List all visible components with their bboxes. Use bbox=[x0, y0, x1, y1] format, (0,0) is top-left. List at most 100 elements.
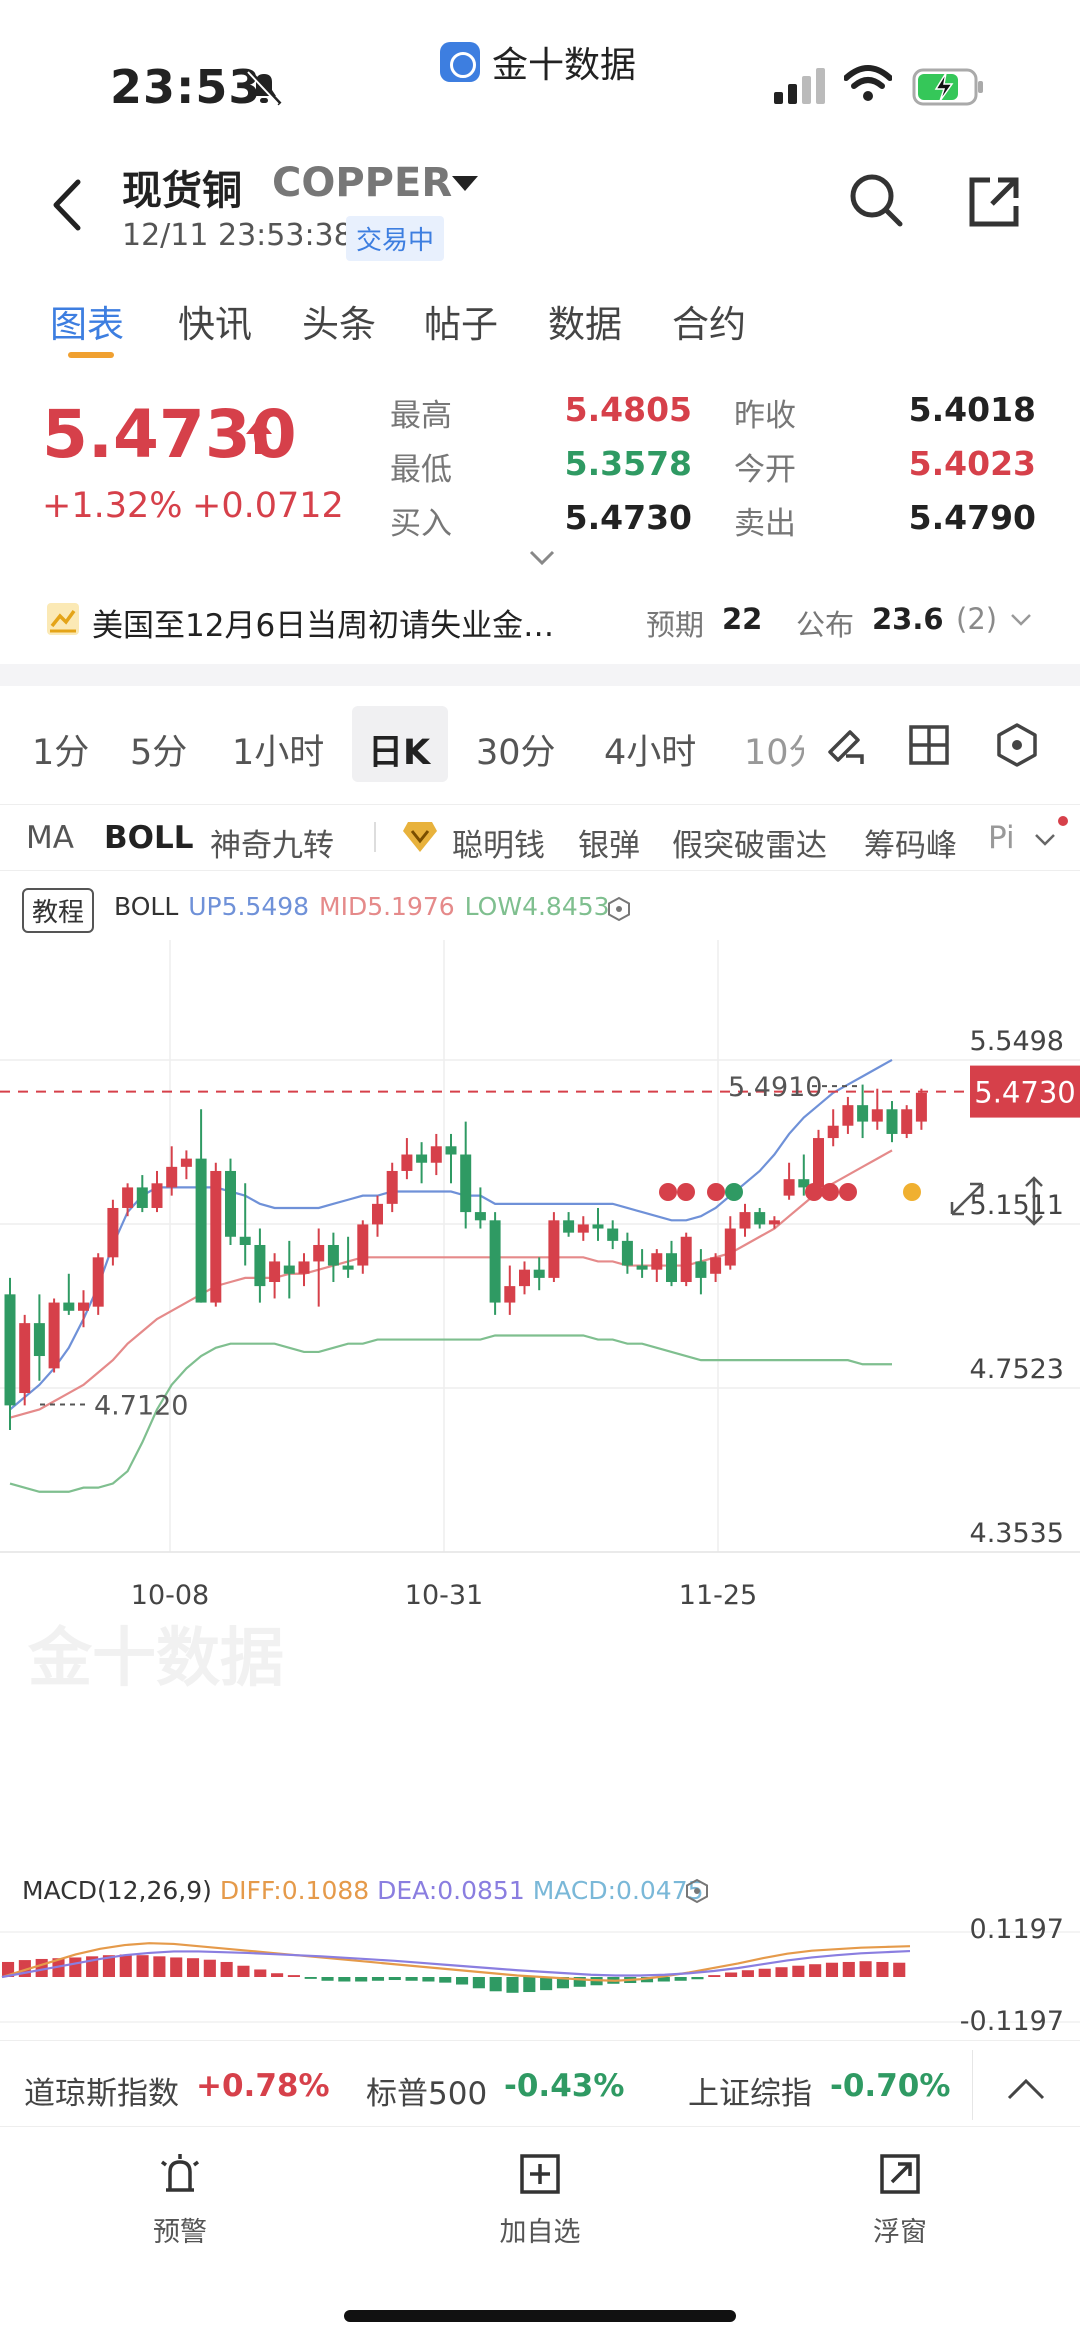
macd-settings-icon[interactable] bbox=[684, 1878, 710, 1904]
macd-histogram-bar bbox=[439, 1977, 452, 1983]
macd-histogram-bar bbox=[556, 1977, 569, 1989]
candle-body bbox=[915, 1092, 927, 1122]
candlestick-chart[interactable]: 金十数据 5.4730 5.4910 4.7120 5.5498 5.1511 4.75… bbox=[0, 940, 1080, 1800]
period-30min[interactable]: 30分 bbox=[476, 733, 556, 773]
candle bbox=[386, 1162, 398, 1213]
news-expand-chevron-icon[interactable] bbox=[1010, 612, 1032, 628]
macd-histogram-bar bbox=[371, 1977, 385, 1981]
macd-histogram-bar bbox=[842, 1961, 855, 1977]
add-watchlist-button[interactable]: 加自选 bbox=[470, 2150, 610, 2249]
macd-histogram-bar bbox=[506, 1977, 519, 1993]
current-price-tag bbox=[970, 1065, 1080, 1118]
fullscreen-icon[interactable] bbox=[950, 1182, 984, 1216]
high-label: 最高 bbox=[390, 398, 452, 434]
candle-body bbox=[327, 1244, 339, 1266]
candle bbox=[621, 1232, 633, 1274]
last-price: 5.4730 bbox=[42, 396, 297, 473]
indicator-silver-bullet[interactable]: 银弹 bbox=[578, 828, 640, 864]
macd-histogram-bar bbox=[573, 1977, 586, 1987]
tutorial-button[interactable]: 教程 bbox=[22, 888, 95, 933]
add-watchlist-label: 加自选 bbox=[499, 2217, 581, 2248]
indicator-pi[interactable]: Pi bbox=[988, 820, 1015, 856]
candle-body bbox=[901, 1109, 913, 1134]
indicator-smart-money[interactable]: 聪明钱 bbox=[452, 828, 545, 864]
macd-histogram-bar bbox=[859, 1961, 872, 1977]
index-dow-value[interactable]: +0.78% bbox=[196, 2068, 330, 2104]
watermark-logo-icon: 金十数据 bbox=[27, 1622, 284, 1696]
search-icon[interactable] bbox=[848, 172, 904, 228]
indicator-boll[interactable]: BOLL bbox=[104, 820, 194, 856]
indicator-chip-peak[interactable]: 筹码峰 bbox=[864, 828, 957, 864]
layout-grid-icon[interactable] bbox=[908, 724, 950, 766]
instrument-dropdown-caret-icon[interactable] bbox=[452, 176, 478, 191]
bid-value: 5.4730 bbox=[564, 498, 692, 537]
candle bbox=[915, 1088, 927, 1130]
trading-status-badge: 交易中 bbox=[346, 216, 445, 261]
news-published-label: 公布 bbox=[796, 608, 855, 642]
share-icon[interactable] bbox=[968, 176, 1020, 228]
candle-body bbox=[342, 1265, 354, 1270]
period-4hour[interactable]: 4小时 bbox=[604, 733, 697, 773]
indicator-ma[interactable]: MA bbox=[26, 820, 74, 856]
candle bbox=[636, 1249, 648, 1278]
x-axis-tick-label: 10-08 bbox=[131, 1580, 209, 1611]
tab-posts[interactable]: 帖子 bbox=[424, 303, 498, 346]
alert-button[interactable]: 预警 bbox=[110, 2150, 250, 2249]
settings-icon[interactable] bbox=[994, 722, 1040, 768]
float-window-button[interactable]: 浮窗 bbox=[830, 2150, 970, 2249]
macd-histogram-bar bbox=[523, 1977, 536, 1993]
index-shanghai-value[interactable]: -0.70% bbox=[830, 2068, 951, 2104]
news-headline[interactable]: 美国至12月6日当周初请失业金… bbox=[92, 608, 555, 644]
tab-flash-news[interactable]: 快讯 bbox=[178, 303, 252, 346]
candle bbox=[460, 1121, 472, 1229]
index-expand-chevron-icon[interactable] bbox=[1006, 2076, 1046, 2102]
index-sp500-value[interactable]: -0.43% bbox=[504, 2068, 625, 2104]
tab-chart[interactable]: 图表 bbox=[50, 303, 124, 346]
vertical-scale-icon[interactable] bbox=[1025, 1176, 1043, 1226]
candle bbox=[283, 1240, 295, 1299]
tab-contract[interactable]: 合约 bbox=[672, 303, 746, 346]
period-10min[interactable]: 10分 bbox=[744, 733, 804, 773]
boll-legend-mid: MID5.1976 bbox=[319, 892, 455, 921]
tab-headlines[interactable]: 头条 bbox=[302, 303, 376, 346]
boll-settings-icon[interactable] bbox=[606, 896, 632, 922]
status-app-indicator[interactable]: 金十数据 bbox=[440, 36, 636, 88]
period-5min[interactable]: 5分 bbox=[130, 733, 188, 773]
instrument-code[interactable]: COPPER bbox=[272, 160, 453, 206]
period-1min[interactable]: 1分 bbox=[32, 733, 90, 773]
period-daily[interactable]: 日K bbox=[368, 733, 431, 773]
indicator-more-chevron-icon[interactable] bbox=[1034, 832, 1056, 848]
candle bbox=[666, 1240, 677, 1287]
news-expected-label: 预期 bbox=[646, 608, 705, 642]
expand-quote-chevron-icon[interactable] bbox=[528, 548, 556, 568]
battery-icon bbox=[912, 68, 983, 106]
index-shanghai-name[interactable]: 上证综指 bbox=[688, 2076, 812, 2112]
tab-data[interactable]: 数据 bbox=[548, 303, 622, 346]
macd-histogram-bar bbox=[119, 1954, 132, 1977]
candle-body bbox=[739, 1212, 751, 1229]
macd-histogram-bar bbox=[388, 1977, 401, 1981]
macd-histogram-bar bbox=[220, 1961, 233, 1977]
candle bbox=[269, 1253, 281, 1299]
indicator-false-breakout[interactable]: 假突破雷达 bbox=[672, 828, 827, 864]
candle bbox=[239, 1183, 251, 1266]
silent-bell-icon bbox=[247, 70, 282, 106]
candle bbox=[871, 1088, 883, 1130]
macd-histogram-bar bbox=[304, 1977, 317, 1979]
macd-chart[interactable]: 0.1197 -0.1197 bbox=[0, 1910, 1080, 2034]
indicator-td9[interactable]: 神奇九转 bbox=[210, 828, 334, 864]
index-sp500-name[interactable]: 标普500 bbox=[366, 2076, 488, 2112]
candle bbox=[210, 1162, 222, 1307]
news-published-value: 23.6 bbox=[872, 602, 944, 636]
back-arrow-icon[interactable] bbox=[46, 178, 90, 232]
candle bbox=[180, 1150, 192, 1180]
quote-datetime: 12/11 23:53:38 bbox=[122, 218, 353, 253]
candle-body bbox=[180, 1158, 192, 1167]
period-1hour[interactable]: 1小时 bbox=[232, 733, 325, 773]
candle bbox=[166, 1146, 178, 1196]
drawing-tool-icon[interactable] bbox=[822, 722, 868, 768]
divider bbox=[0, 870, 1080, 871]
candle-body bbox=[78, 1302, 89, 1311]
index-dow-name[interactable]: 道琼斯指数 bbox=[24, 2076, 179, 2112]
candle bbox=[577, 1216, 589, 1241]
